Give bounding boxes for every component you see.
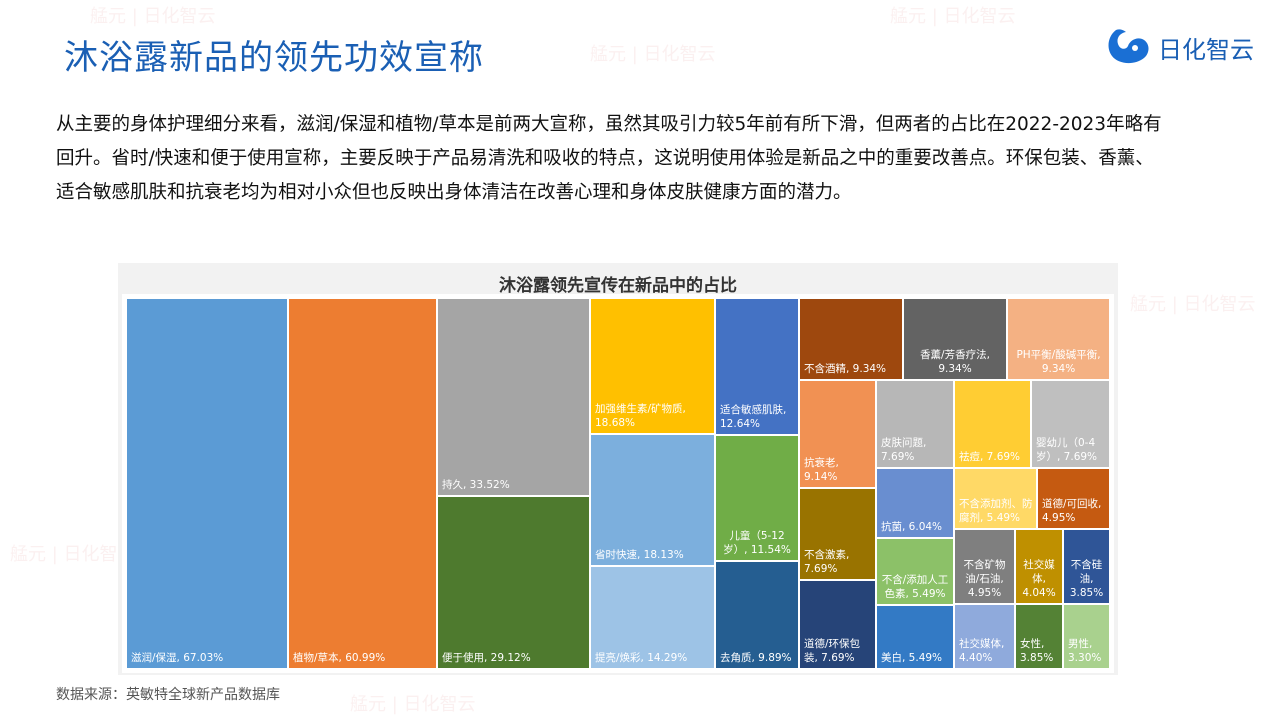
treemap-cell-label: 社交媒体, 4.04%: [1022, 559, 1056, 599]
treemap-cell-label: 加强维生素/矿物质, 18.68%: [595, 403, 686, 429]
treemap-area: 滋润/保湿, 67.03% 植物/草本, 60.99% 持久, 33.52% 便于使用…: [118, 263, 1118, 675]
treemap-cell: 不含/添加人工色素, 5.49%: [876, 538, 954, 605]
treemap-cell-label: 祛痘, 7.69%: [959, 451, 1021, 463]
treemap-cell-label: 道德/环保包装, 7.69%: [804, 638, 861, 664]
treemap-cell: 不含酒精, 9.34%: [799, 298, 903, 380]
treemap-cell-label: 抗菌, 6.04%: [881, 521, 943, 533]
treemap-cell: 美白, 5.49%: [876, 605, 954, 669]
brand-logo: 日化智云: [1102, 26, 1254, 68]
watermark: 艋元 | 日化智云: [1130, 294, 1256, 315]
treemap-cell: PH平衡/酸碱平衡, 9.34%: [1007, 298, 1110, 380]
treemap-cell: 提亮/焕彩, 14.29%: [590, 566, 715, 669]
treemap-cell: 不含激素, 7.69%: [799, 488, 876, 580]
treemap-cell-label: 滋润/保湿, 67.03%: [131, 652, 224, 664]
treemap-cell: 省时快速, 18.13%: [590, 434, 715, 566]
watermark: 艋元 | 日化智云: [590, 44, 716, 65]
treemap-cell: 女性, 3.85%: [1015, 604, 1063, 669]
treemap-cell: 持久, 33.52%: [437, 298, 590, 496]
logo-text: 日化智云: [1158, 35, 1254, 64]
treemap-cell-label: 提亮/焕彩, 14.29%: [595, 652, 688, 664]
treemap-cell-label: 婴幼儿（0-4岁）, 7.69%: [1036, 437, 1098, 463]
treemap-cell: 祛痘, 7.69%: [954, 380, 1031, 468]
treemap-cell: 道德/环保包装, 7.69%: [799, 580, 876, 669]
treemap-cell-label: 社交媒体, 4.40%: [959, 638, 1005, 664]
watermark: 艋元 | 日化智云: [890, 6, 1016, 27]
description-text: 从主要的身体护理细分来看，滋润/保湿和植物/草本是前两大宣称，虽然其吸引力较5年…: [56, 114, 1162, 203]
treemap-cell: 不含添加剂、防腐剂, 5.49%: [954, 468, 1037, 529]
treemap-cell: 不含矿物油/石油, 4.95%: [954, 529, 1015, 604]
watermark: 艋元 | 日化智云: [10, 544, 136, 565]
treemap-cell: 婴幼儿（0-4岁）, 7.69%: [1031, 380, 1110, 468]
treemap-cell: 便于使用, 29.12%: [437, 496, 590, 669]
treemap-cell-label: 不含激素, 7.69%: [804, 549, 850, 575]
treemap-cell-label: 不含添加剂、防腐剂, 5.49%: [959, 498, 1033, 524]
data-source: 数据来源：英敏特全球新产品数据库: [56, 687, 280, 703]
treemap-cell: 适合敏感肌肤, 12.64%: [715, 298, 799, 435]
treemap-cell-label: 便于使用, 29.12%: [442, 652, 531, 664]
treemap-cell-label: 道德/可回收, 4.95%: [1042, 498, 1102, 524]
treemap-cell: 去角质, 9.89%: [715, 561, 799, 669]
treemap-cell-label: 适合敏感肌肤, 12.64%: [720, 404, 787, 430]
treemap-cell: 植物/草本, 60.99%: [288, 298, 437, 669]
treemap-cell-label: 不含硅油, 3.85%: [1069, 559, 1104, 599]
treemap-cell: 香薰/芳香疗法, 9.34%: [903, 298, 1007, 380]
treemap-cell: 抗衰老, 9.14%: [799, 380, 876, 488]
treemap-cell-label: 去角质, 9.89%: [720, 652, 792, 664]
treemap-cell-label: 女性, 3.85%: [1020, 638, 1054, 664]
treemap-cell-label: 植物/草本, 60.99%: [293, 652, 386, 664]
treemap-cell-label: 皮肤问题, 7.69%: [881, 437, 927, 463]
treemap-cell-label: 美白, 5.49%: [881, 652, 943, 664]
treemap-cell: 男性, 3.30%: [1063, 604, 1110, 669]
treemap-chart: 沐浴露领先宣传在新品中的占比 滋润/保湿, 67.03% 植物/草本, 60.99…: [118, 263, 1118, 675]
treemap-cell-label: 省时快速, 18.13%: [595, 549, 684, 561]
page-title: 沐浴露新品的领先功效宣称: [64, 38, 484, 78]
treemap-cell-label: 香薰/芳香疗法, 9.34%: [920, 349, 990, 375]
treemap-cell: 滋润/保湿, 67.03%: [126, 298, 288, 669]
treemap-cell: 抗菌, 6.04%: [876, 468, 954, 538]
watermark: 艋元 | 日化智云: [350, 694, 476, 715]
treemap-cell-label: 不含/添加人工色素, 5.49%: [881, 574, 949, 600]
cloud-logo-icon: [1108, 29, 1149, 64]
treemap-cell: 皮肤问题, 7.69%: [876, 380, 954, 468]
treemap-cell-label: 不含酒精, 9.34%: [804, 363, 887, 375]
treemap-cell: 儿童（5-12岁）, 11.54%: [715, 435, 799, 561]
chart-title: 沐浴露领先宣传在新品中的占比: [499, 276, 737, 296]
watermark: 艋元 | 日化智云: [90, 6, 216, 27]
treemap-cell: 不含硅油, 3.85%: [1063, 529, 1110, 604]
treemap-cell: 社交媒体, 4.40%: [954, 604, 1015, 669]
treemap-cell-label: PH平衡/酸碱平衡, 9.34%: [1016, 349, 1101, 375]
treemap-cell-label: 不含矿物油/石油, 4.95%: [963, 559, 1006, 599]
treemap-cell-label: 持久, 33.52%: [442, 479, 510, 491]
treemap-cell-label: 抗衰老, 9.14%: [804, 457, 839, 483]
treemap-cell: 社交媒体, 4.04%: [1015, 529, 1063, 604]
treemap-cell-label: 儿童（5-12岁）, 11.54%: [723, 530, 791, 556]
treemap-cell: 道德/可回收, 4.95%: [1037, 468, 1110, 529]
treemap-cell: 加强维生素/矿物质, 18.68%: [590, 298, 715, 434]
treemap-cell-label: 男性, 3.30%: [1068, 638, 1102, 664]
